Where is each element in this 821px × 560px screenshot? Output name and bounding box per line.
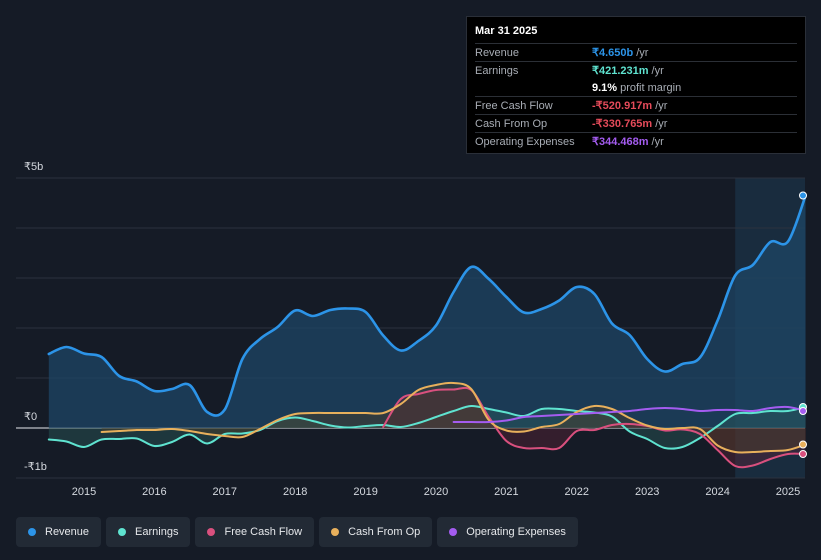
legend-label: Revenue [45, 526, 90, 538]
x-tick-label: 2018 [283, 486, 307, 498]
tooltip-row-label: Earnings [475, 64, 519, 77]
tooltip-row-unit: /yr [651, 135, 664, 148]
tooltip-row-value: ₹421.231m [592, 64, 649, 77]
earnings-line [47, 404, 807, 450]
revenue-area [48, 195, 806, 428]
tooltip-row-unit: /yr [651, 64, 664, 77]
tooltip-row-label: Operating Expenses [475, 135, 575, 148]
x-tick-label: 2016 [142, 486, 166, 498]
legend-dot [28, 528, 36, 536]
legend-dot [449, 528, 458, 536]
tooltip-row: Operating Expenses ₹344.468m/yr [475, 132, 797, 150]
legend-dot [118, 528, 127, 536]
tooltip-row: Revenue ₹4.650b/yr [475, 43, 797, 61]
operating-expenses-endpoint [799, 407, 807, 415]
revenue-endpoint [799, 191, 807, 200]
x-tick-label: 2019 [353, 486, 377, 498]
tooltip-row-unit: /yr [655, 99, 668, 112]
legend-label: Free Cash Flow [224, 526, 303, 538]
x-tick-label: 2017 [213, 486, 237, 498]
operating-expenses-line [452, 405, 807, 424]
free-cash-flow-endpoint [799, 450, 807, 458]
legend-item-free-cash-flow[interactable]: Free Cash Flow [195, 517, 315, 547]
tooltip-row-unit: /yr [636, 46, 649, 59]
x-tick-label: 2024 [705, 486, 729, 498]
x-tick-label: 2015 [72, 486, 96, 498]
tooltip-row-value: 9.1% [592, 81, 618, 94]
y-tick-label: ₹0 [24, 411, 37, 423]
tooltip-date: Mar 31 2025 [475, 25, 538, 37]
legend-label: Operating Expenses [466, 526, 566, 538]
cash-from-op-area [101, 382, 806, 453]
legend-item-cash-from-op[interactable]: Cash From Op [319, 517, 433, 547]
x-tick-label: 2020 [424, 486, 448, 498]
tooltip-row: Earnings ₹421.231m/yr [475, 61, 797, 79]
legend-dot [331, 528, 340, 536]
x-tick-label: 2025 [776, 486, 800, 498]
tooltip-row: 9.1% profit margin [475, 79, 797, 96]
tooltip-row-value: ₹344.468m [592, 135, 649, 148]
cash-from-op-endpoint [799, 440, 807, 449]
tooltip-row-label: Cash From Op [475, 117, 548, 130]
tooltip-row-value: ₹4.650b [592, 46, 634, 59]
tooltip-row-value: -₹520.917m [592, 99, 653, 112]
tooltip-row: Cash From Op -₹330.765m/yr [475, 114, 797, 132]
free-cash-flow-line [382, 386, 807, 469]
free-cash-flow-area [383, 387, 806, 468]
legend-item-operating-expenses[interactable]: Operating Expenses [437, 517, 578, 547]
legend-item-revenue[interactable]: Revenue [16, 517, 102, 547]
x-tick-label: 2023 [635, 486, 659, 498]
tooltip-row-value: -₹330.765m [592, 117, 653, 130]
revenue-line [47, 194, 807, 417]
legend-label: Cash From Op [348, 526, 421, 538]
y-tick-label: -₹1b [24, 461, 47, 473]
x-tick-label: 2022 [565, 486, 589, 498]
tooltip-panel: Mar 31 2025 Revenue ₹4.650b/yr Earnings ₹42… [466, 16, 806, 154]
cash-from-op-line [100, 381, 807, 454]
y-tick-label: ₹5b [24, 161, 43, 173]
x-tick-label: 2021 [494, 486, 518, 498]
legend-dot [207, 528, 216, 536]
tooltip-row-label: Revenue [475, 46, 520, 59]
legend-label: Earnings [135, 526, 179, 538]
tooltip-row-unit: /yr [655, 117, 668, 130]
tooltip-row-label: Free Cash Flow [475, 99, 553, 112]
legend-item-earnings[interactable]: Earnings [106, 517, 191, 547]
tooltip-row-unit: profit margin [620, 81, 682, 94]
earnings-area [48, 405, 806, 449]
legend: Revenue Earnings Free Cash Flow Cash From O… [16, 517, 578, 547]
tooltip-row: Free Cash Flow -₹520.917m/yr [475, 96, 797, 114]
